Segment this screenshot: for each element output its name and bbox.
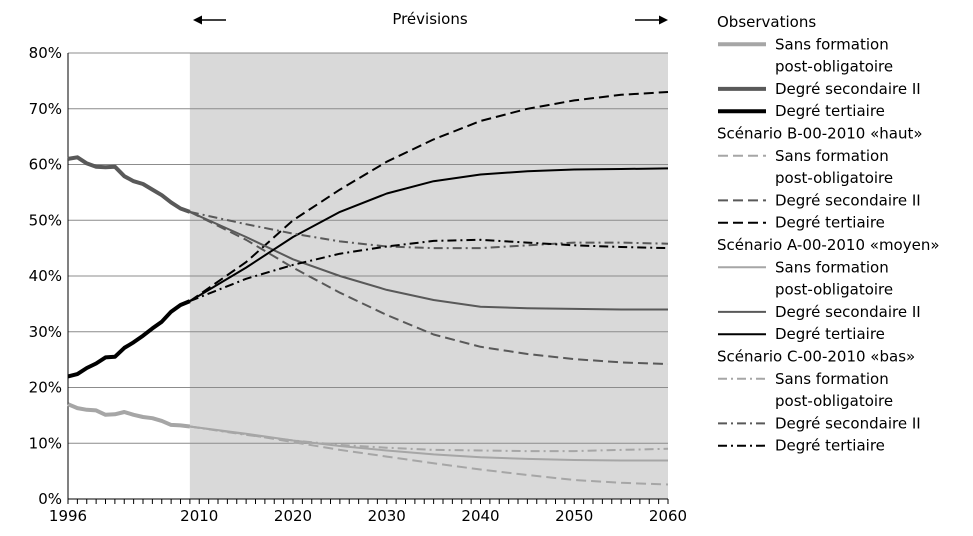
x-tick-label: 2060 (649, 507, 687, 525)
y-tick-label: 10% (29, 434, 62, 452)
y-tick-label: 70% (29, 100, 62, 118)
legend-item-label: post-obligatoire (775, 169, 893, 187)
series-line (189, 210, 668, 311)
y-tick-label: 80% (29, 44, 62, 62)
legend-item-label: Degré secondaire II (775, 303, 921, 321)
legend-group-title: Scénario A-00-2010 «moyen» (717, 236, 940, 254)
legend-item-label: Degré tertiaire (775, 214, 885, 232)
legend-item-label: Degré secondaire II (775, 80, 921, 98)
legend-group-title: Observations (717, 13, 816, 31)
series-line (189, 425, 668, 462)
x-tick-label: 2050 (555, 507, 593, 525)
series-line (189, 238, 669, 303)
series-line (189, 425, 669, 453)
series-line (189, 91, 669, 302)
legend-item-label: post-obligatoire (775, 58, 893, 76)
series-line (189, 167, 669, 302)
series-line (67, 402, 191, 429)
gridlines (68, 52, 668, 444)
y-tick-label: 40% (29, 267, 62, 285)
forecast-label: Prévisions (392, 10, 468, 28)
arrow-right-head (659, 15, 668, 25)
legend-item-label: Degré tertiaire (775, 325, 885, 343)
arrow-left-head (193, 15, 202, 25)
series-line (189, 211, 669, 366)
x-tick-label: 2010 (180, 507, 218, 525)
y-tick-label: 0% (38, 490, 62, 508)
y-tick-label: 30% (29, 323, 62, 341)
series-lines (67, 91, 669, 486)
legend-item-label: Degré tertiaire (775, 102, 885, 120)
x-tick-label: 2040 (461, 507, 499, 525)
legend-item-label: post-obligatoire (775, 281, 893, 299)
series-line (189, 425, 669, 486)
series-line (67, 155, 191, 214)
y-tick-label: 20% (29, 379, 62, 397)
y-tick-label: 60% (29, 156, 62, 174)
legend-item-label: Degré secondaire II (775, 191, 921, 209)
x-tick-label: 2020 (274, 507, 312, 525)
legend-item-label: Degré tertiaire (775, 437, 885, 455)
x-tick-label: 2030 (368, 507, 406, 525)
legend-group-title: Scénario C-00-2010 «bas» (717, 348, 915, 366)
legend: Observations Sans formation post-obligatoi… (717, 13, 940, 455)
legend-item-label: Sans formation (775, 258, 889, 276)
legend-group-title: Scénario B-00-2010 «haut» (717, 125, 923, 143)
legend-item-label: Degré secondaire II (775, 414, 921, 432)
series-line (67, 299, 191, 379)
legend-item-label: Sans formation (775, 35, 889, 53)
forecast-annotation: Prévisions (193, 10, 668, 28)
legend-item-label: post-obligatoire (775, 392, 893, 410)
x-tick-label: 1996 (49, 507, 87, 525)
legend-item-label: Sans formation (775, 370, 889, 388)
axes: 0% 10% 20% 30% 40% 50% 60% 70% 80% 1996 2010 2020 20… (29, 44, 687, 525)
y-tick-label: 50% (29, 211, 62, 229)
legend-item-label: Sans formation (775, 147, 889, 165)
series-line (189, 210, 669, 250)
